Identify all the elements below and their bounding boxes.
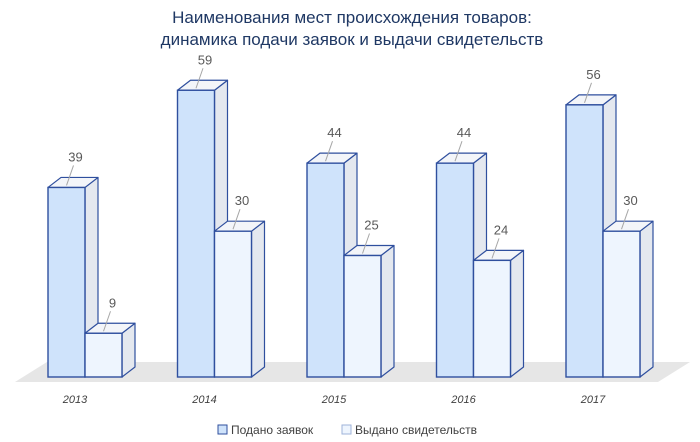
data-label-leader [232,209,241,230]
labels-layer: 39 9 59 30 44 25 44 24 56 30 [66,52,638,332]
legend-label: Выдано свидетельств [355,423,477,437]
bar-2013-certificates [84,322,136,378]
bar-2016-applications [435,152,488,378]
legend-swatch [341,424,352,435]
data-label-2015-applications: 44 [327,125,341,140]
data-label-leader [491,238,500,259]
data-label-2017-certificates: 30 [623,193,637,208]
data-label-leader [584,82,592,104]
data-label-2014-applications: 59 [198,52,212,67]
bar-front [435,162,475,378]
bar-front [343,254,382,378]
data-label-2016-applications: 44 [457,125,471,140]
data-label-2017-applications: 56 [586,67,600,82]
data-label-2014-certificates: 30 [235,193,249,208]
chart-subtitle: динамика подачи заявок и выдачи свидетел… [161,30,544,49]
x-tick-label: 2015 [321,394,347,406]
data-label-leader [454,140,463,162]
legend: Подано заявок Выдано свидетельств [217,423,477,437]
bar-2015-certificates [343,244,395,378]
data-label-2013-applications: 39 [68,149,82,164]
bar-side [380,244,395,378]
bar-2017-certificates [602,220,654,378]
x-tick-label: 2014 [191,394,216,406]
bar-2014-certificates [213,220,266,378]
x-tick-label: 2013 [62,394,88,406]
bar-front [213,230,253,378]
data-label-leader [195,68,204,89]
data-label-leader [325,140,333,162]
bar-front [565,104,604,378]
legend-item-applications: Подано заявок [217,423,314,437]
bar-front [602,230,641,378]
bar-2016-certificates [472,249,525,378]
x-axis-ticks: 2013 2014 2015 2016 2017 [62,394,606,406]
data-label-leader [362,233,370,254]
bar-front [176,89,216,378]
data-label-2013-certificates: 9 [109,295,116,310]
bar-front [472,259,512,378]
legend-swatch [217,424,228,435]
bar-front [84,332,123,378]
bars-layer [47,79,654,378]
legend-item-certificates: Выдано свидетельств [341,423,477,437]
data-label-2015-certificates: 25 [364,218,378,233]
data-label-2016-certificates: 24 [494,222,508,237]
x-tick-label: 2017 [580,394,606,406]
data-label-leader [621,209,629,230]
bar-front [47,186,86,378]
chart-title: Наименования мест происхождения товаров: [172,8,532,27]
bar-side [250,220,266,378]
bar-side [639,220,654,378]
bar-side [509,249,525,378]
legend-label: Подано заявок [231,423,314,437]
x-tick-label: 2016 [450,394,476,406]
data-label-leader [103,311,111,332]
data-label-leader [66,165,74,186]
bar-front [306,162,345,378]
